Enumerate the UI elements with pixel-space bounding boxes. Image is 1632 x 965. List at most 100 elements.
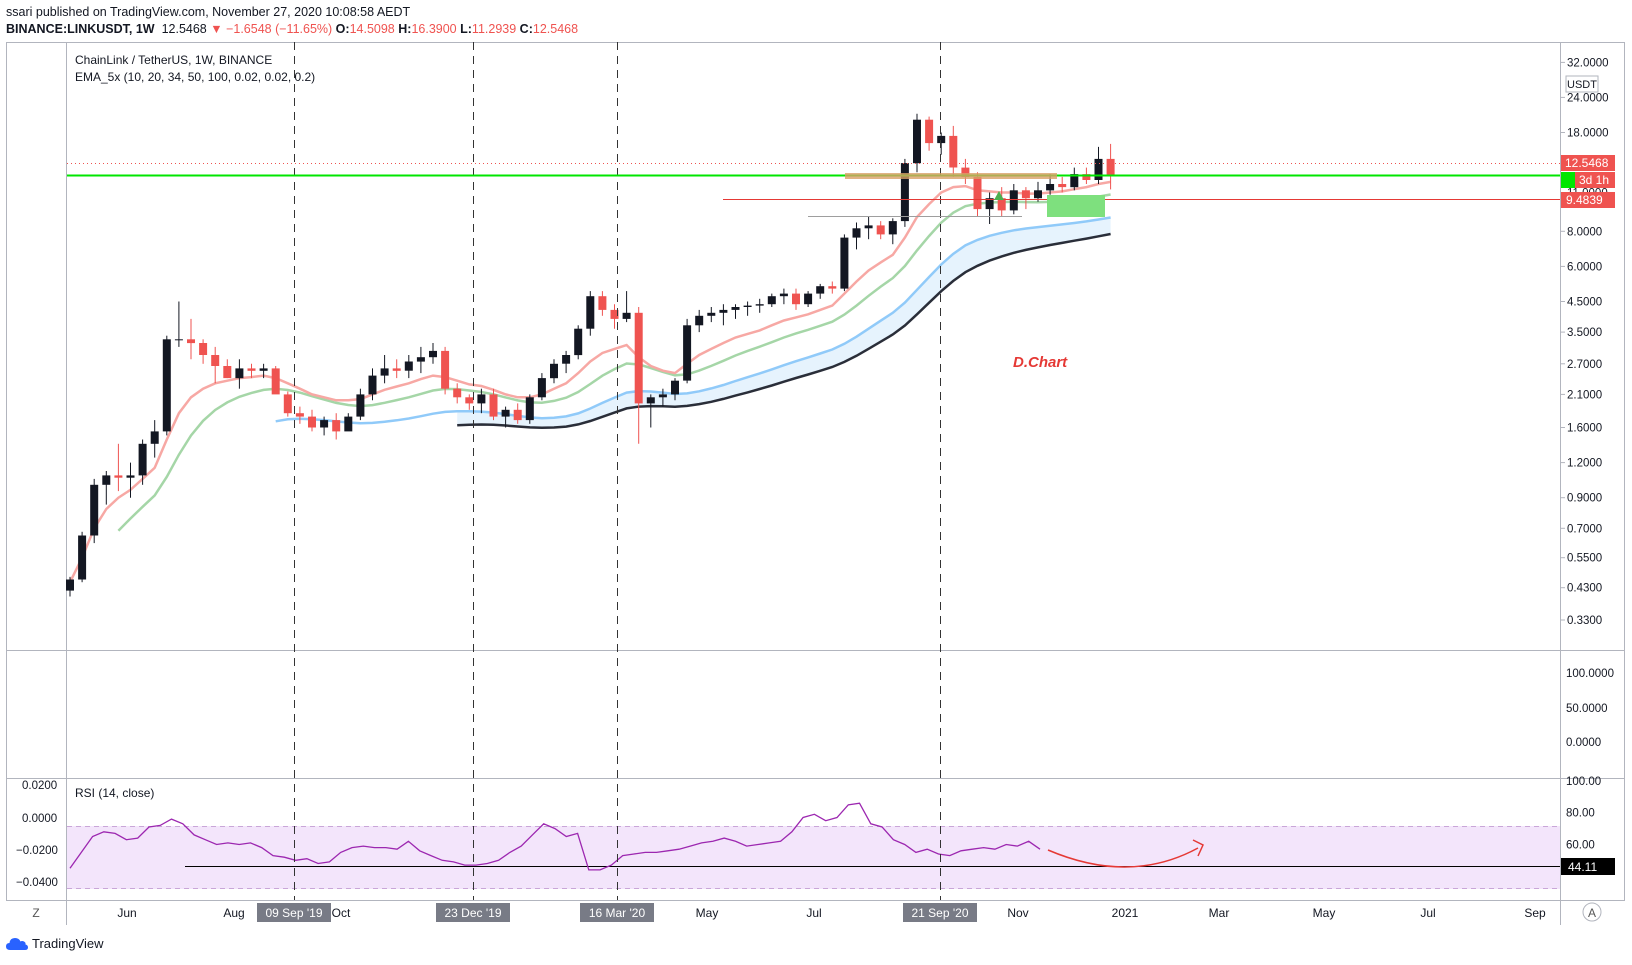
time-axis-label: Jun — [117, 906, 136, 920]
green-level-badge — [1561, 172, 1575, 188]
candle-body — [985, 198, 994, 210]
time-highlight-box — [580, 903, 654, 922]
candle-body — [392, 368, 401, 371]
candle-body — [404, 361, 413, 371]
time-axis-label: Mar — [1209, 906, 1230, 920]
ema-cloud-fill — [457, 217, 1111, 428]
candle-body — [852, 228, 861, 238]
candle-body — [211, 355, 220, 366]
candle-body — [283, 394, 292, 414]
price-tick-label: 32.0000 — [1567, 57, 1609, 69]
ema-legend: EMA_5x (10, 20, 34, 50, 100, 0.02, 0.02,… — [75, 70, 315, 84]
auto-scale-button[interactable] — [1582, 902, 1602, 922]
candle-body — [743, 305, 752, 307]
candle-body — [779, 293, 788, 297]
zoom-button[interactable]: Z — [32, 906, 39, 920]
time-axis-label: Aug — [223, 906, 244, 920]
candle-body — [66, 579, 74, 591]
candle-body — [961, 167, 970, 177]
rsi-forecast-arrowhead — [1192, 839, 1204, 857]
ema-layer — [68, 180, 1111, 583]
high-label: H: — [398, 22, 412, 36]
candle-body — [1034, 190, 1042, 199]
candle-body — [840, 237, 849, 289]
orange-resistance-zone — [845, 173, 1057, 179]
price-tick-label: 1.2000 — [1567, 458, 1602, 470]
candle-body — [429, 350, 437, 358]
level-badge — [1561, 192, 1615, 208]
candle-body — [223, 366, 232, 379]
candle-body — [187, 339, 195, 344]
current-price-badge — [1561, 155, 1615, 171]
candle-body — [1009, 190, 1018, 211]
candle-body — [767, 296, 776, 305]
candle-body — [804, 293, 813, 305]
rsi-tick-label: 100.00 — [1566, 776, 1601, 788]
candle-body — [1046, 184, 1055, 191]
candle-body — [1070, 174, 1079, 188]
rsi-level-badge-text: 44.11 — [1568, 860, 1597, 874]
candle-body — [997, 198, 1006, 211]
ema-mid-line — [117, 193, 1111, 532]
candle-body — [1106, 158, 1115, 177]
candle-body — [465, 397, 474, 404]
price-tick-label: 2.7000 — [1567, 359, 1602, 371]
low-value: 11.2939 — [471, 22, 517, 36]
chart-canvas[interactable]: 32.000024.000018.000014.000011.00008.000… — [0, 0, 1632, 925]
low-label: L: — [460, 22, 472, 36]
candle-body — [792, 293, 800, 305]
time-axis-label: 2021 — [1112, 906, 1139, 920]
candle-body — [719, 309, 728, 313]
publish-info: ssari published on TradingView.com, Nove… — [6, 5, 411, 19]
countdown-badge — [1575, 172, 1615, 188]
candle-body — [816, 286, 825, 294]
current-price-badge-text: 12.5468 — [1565, 156, 1609, 170]
time-highlight-box — [257, 903, 331, 922]
candle-body — [235, 368, 244, 379]
candle-body — [574, 328, 583, 356]
rsi-left-tick-2: 0.0000 — [22, 813, 57, 825]
candle-body — [949, 135, 958, 168]
high-value: 16.3900 — [411, 22, 457, 36]
cloud-icon — [6, 937, 28, 950]
candle-body — [247, 368, 256, 371]
candle-body — [356, 394, 365, 417]
candle-body — [416, 357, 425, 362]
candle-body — [162, 339, 171, 432]
candle-body — [453, 388, 462, 398]
candle-body — [295, 413, 304, 417]
rsi-legend: RSI (14, close) — [75, 786, 154, 800]
candle-body — [380, 368, 389, 376]
symbol-ohlc-line: BINANCE:LINKUSDT, 1W 12.5468 ▼ −1.6548 (… — [6, 22, 578, 36]
time-highlight-box — [436, 903, 510, 922]
symbol-label: BINANCE:LINKUSDT, 1W — [6, 22, 155, 36]
price-change: ▼ −1.6548 (−11.65%) — [210, 22, 333, 36]
rsi-axis-ticks: 100.00 80.00 60.00 — [1566, 776, 1601, 852]
volume-tick-50: 50.0000 — [1566, 703, 1608, 715]
candle-body — [78, 535, 87, 580]
time-highlight-label: 09 Sep '19 — [265, 906, 322, 920]
candle-body — [102, 475, 111, 485]
open-label: O: — [335, 22, 350, 36]
volume-pane-frame — [6, 650, 1625, 779]
tradingview-logo[interactable]: TradingView — [6, 936, 104, 951]
triangle-marker — [994, 191, 1004, 200]
candle-body — [259, 368, 268, 371]
rsi-band — [67, 826, 1560, 889]
candle-body — [913, 119, 921, 164]
time-highlight-label: 21 Sep '20 — [911, 906, 968, 920]
price-tick-label: 18.0000 — [1567, 128, 1609, 140]
candle-body — [707, 312, 716, 316]
candle-body — [646, 397, 655, 404]
rsi-line — [69, 802, 1041, 871]
price-tick-label: 6.0000 — [1567, 261, 1602, 273]
time-highlight-label: 16 Mar '20 — [589, 906, 646, 920]
price-tick-label: 0.7000 — [1567, 523, 1602, 535]
candle-body — [320, 420, 329, 428]
rsi-layer — [69, 802, 1041, 871]
candle-body — [150, 431, 159, 444]
close-value: 12.5468 — [532, 22, 579, 36]
candles-layer — [66, 113, 1115, 597]
candle-body — [550, 363, 558, 379]
candle-body — [937, 135, 946, 144]
